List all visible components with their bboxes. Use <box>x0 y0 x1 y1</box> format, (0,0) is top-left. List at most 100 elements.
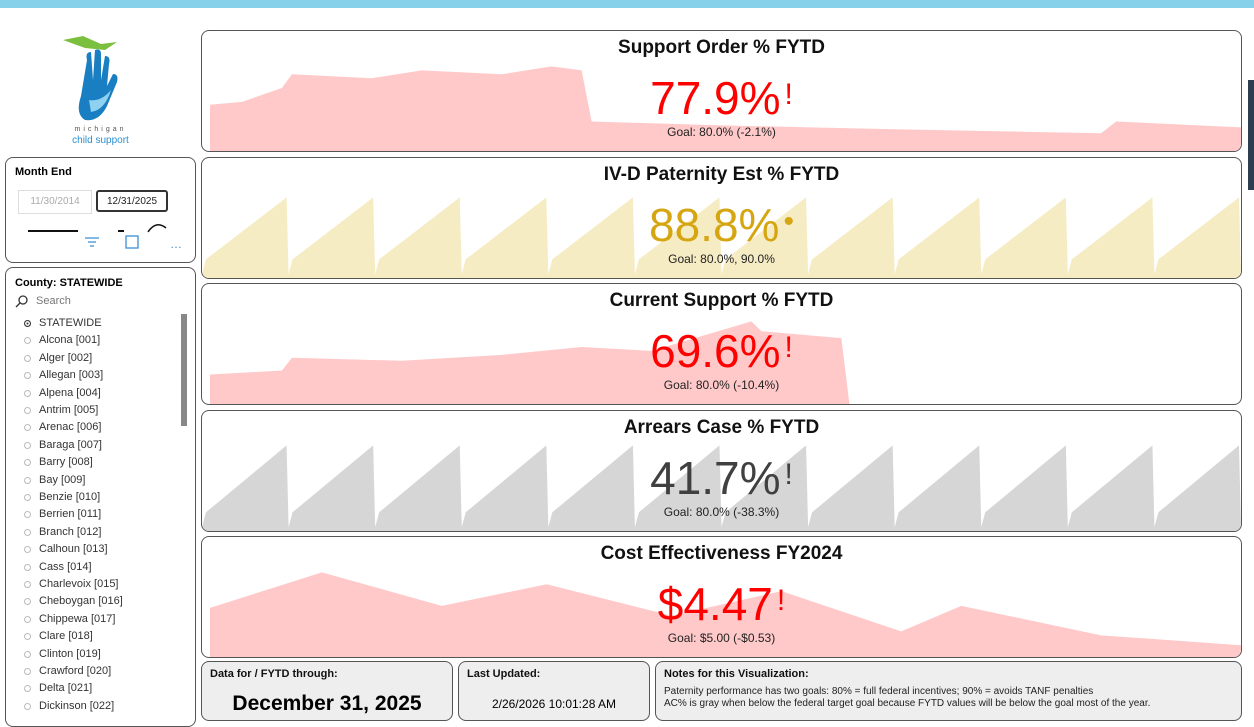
county-name[interactable]: Crawford [020] <box>39 665 112 677</box>
county-option[interactable]: Charlevoix [015] <box>24 576 119 593</box>
county-name[interactable]: Antrim [005] <box>39 404 99 416</box>
county-name[interactable]: Benzie [010] <box>39 491 101 503</box>
county-option[interactable]: Chippewa [017] <box>24 611 115 628</box>
county-option[interactable]: Allegan [003] <box>24 367 103 384</box>
county-option[interactable]: Alpena [004] <box>24 385 101 402</box>
radio[interactable] <box>24 598 31 606</box>
end-date[interactable]: 12/31/2025 <box>96 190 168 212</box>
sparkline <box>209 321 850 404</box>
kpi-card: Support Order % FYTD 77.9%! Goal: 80.0% (-… <box>201 30 1242 152</box>
county-name[interactable]: STATEWIDE <box>39 317 102 329</box>
county-name[interactable]: Berrien [011] <box>39 508 102 521</box>
county-option[interactable]: Crawford [020] <box>24 663 111 680</box>
radio[interactable] <box>24 668 31 675</box>
county-label: County: STATEWIDE <box>15 277 123 289</box>
county-name[interactable]: Dickinson [022] <box>39 699 115 712</box>
data-for-box: Data for / FYTD through: December 31, 20… <box>201 661 453 721</box>
logo-line2: child support <box>72 135 129 146</box>
county-option[interactable]: Barry [008] <box>24 454 93 471</box>
county-name[interactable]: Barry [008] <box>39 456 93 469</box>
radio[interactable] <box>24 372 31 380</box>
radio[interactable] <box>24 424 31 432</box>
county-name[interactable]: Clinton [019] <box>39 647 101 660</box>
county-name[interactable]: Clare [018] <box>39 630 93 643</box>
county-name[interactable]: Alger [002] <box>39 351 93 364</box>
county-option[interactable]: Bay [009] <box>24 472 85 489</box>
county-option[interactable]: Alcona [001] <box>24 332 100 349</box>
county-name[interactable]: Chippewa [017] <box>39 612 116 625</box>
county-name[interactable]: Allegan [003] <box>39 369 104 382</box>
sparkline-area <box>202 197 1241 278</box>
kpi-value-wrap: $4.47! <box>202 577 1241 631</box>
scrollbar[interactable] <box>181 314 187 426</box>
county-name[interactable]: Charlevoix [015] <box>39 578 119 590</box>
county-name[interactable]: Delta [021] <box>39 682 93 695</box>
county-option[interactable]: STATEWIDE <box>24 315 102 332</box>
radio[interactable] <box>24 633 31 641</box>
sparkline-area <box>209 321 850 404</box>
notes-line: AC% is gray when below the federal targe… <box>664 698 1151 709</box>
radio[interactable] <box>24 511 31 519</box>
county-option[interactable]: Clinton [019] <box>24 646 101 663</box>
county-option[interactable]: Arenac [006] <box>24 419 101 436</box>
radio[interactable] <box>24 702 31 710</box>
county-option[interactable]: Baraga [007] <box>24 437 102 454</box>
county-option[interactable]: Cass [014] <box>24 559 92 576</box>
radio[interactable] <box>24 650 31 658</box>
kpi-title: IV-D Paternity Est % FYTD <box>603 164 840 185</box>
county-option[interactable]: Cheboygan [016] <box>24 593 123 610</box>
search-icon <box>15 295 28 308</box>
county-option[interactable]: Benzie [010] <box>24 489 100 506</box>
month-end-filter: Month End 11/30/2014 12/31/2025 … <box>5 157 196 263</box>
county-name[interactable]: Alpena [004] <box>39 386 101 399</box>
radio[interactable] <box>24 407 31 414</box>
sparkline-area <box>209 572 1241 657</box>
county-option[interactable]: Antrim [005] <box>24 402 98 419</box>
radio[interactable] <box>24 389 31 397</box>
kpi-title: Current Support % FYTD <box>609 290 834 311</box>
sparkline-area <box>209 66 1241 151</box>
radio[interactable] <box>24 528 31 536</box>
county-name[interactable]: Cheboygan [016] <box>39 595 123 608</box>
svg-text:…: … <box>170 237 182 251</box>
kpi-indicator: • <box>783 205 794 238</box>
radio[interactable] <box>24 546 31 554</box>
county-option[interactable]: Delta [021] <box>24 680 92 697</box>
county-name[interactable]: Cass [014] <box>39 560 92 573</box>
county-option[interactable]: Alger [002] <box>24 350 92 367</box>
sparkline-area <box>202 445 1241 531</box>
county-name[interactable]: Bay [009] <box>39 473 86 486</box>
kpi-card: Current Support % FYTD 69.6%! Goal: 80.0% … <box>201 283 1242 405</box>
search-box[interactable]: Search <box>36 295 71 307</box>
county-name[interactable]: Baraga [007] <box>39 438 102 451</box>
radio[interactable] <box>24 563 31 571</box>
radio[interactable] <box>24 320 31 327</box>
radio[interactable] <box>24 581 31 588</box>
radio[interactable] <box>24 494 31 501</box>
radio[interactable] <box>24 476 31 484</box>
last-updated-box: Last Updated: 2/26/2026 10:01:28 AM <box>458 661 650 721</box>
radio[interactable] <box>24 441 31 449</box>
kpi-card: Arrears Case % FYTD 41.7%! Goal: 80.0% (-3… <box>201 410 1242 532</box>
kpi-indicator: ! <box>784 78 793 111</box>
county-option[interactable]: Dickinson [022] <box>24 698 114 715</box>
radio[interactable] <box>24 615 31 623</box>
kpi-card: IV-D Paternity Est % FYTD 88.8% • Goal: 80.… <box>201 157 1242 279</box>
radio[interactable] <box>24 685 31 693</box>
county-option[interactable]: Branch [012] <box>24 524 101 541</box>
start-date[interactable]: 11/30/2014 <box>18 190 92 214</box>
radio[interactable] <box>24 354 31 362</box>
county-name[interactable]: Alcona [001] <box>39 334 101 347</box>
radio[interactable] <box>24 459 31 467</box>
county-name[interactable]: Calhoun [013] <box>39 543 108 556</box>
radio[interactable] <box>24 337 31 345</box>
county-name[interactable]: Arenac [006] <box>39 421 102 434</box>
county-option[interactable]: Berrien [011] <box>24 506 101 523</box>
kpi-value: 69.6% <box>650 325 781 377</box>
county-option[interactable]: Clare [018] <box>24 628 93 645</box>
last-updated-value: 2/26/2026 10:01:28 AM <box>491 697 617 711</box>
county-option[interactable]: Calhoun [013] <box>24 541 108 558</box>
county-name[interactable]: Branch [012] <box>39 525 102 538</box>
sparkline <box>202 197 1241 278</box>
